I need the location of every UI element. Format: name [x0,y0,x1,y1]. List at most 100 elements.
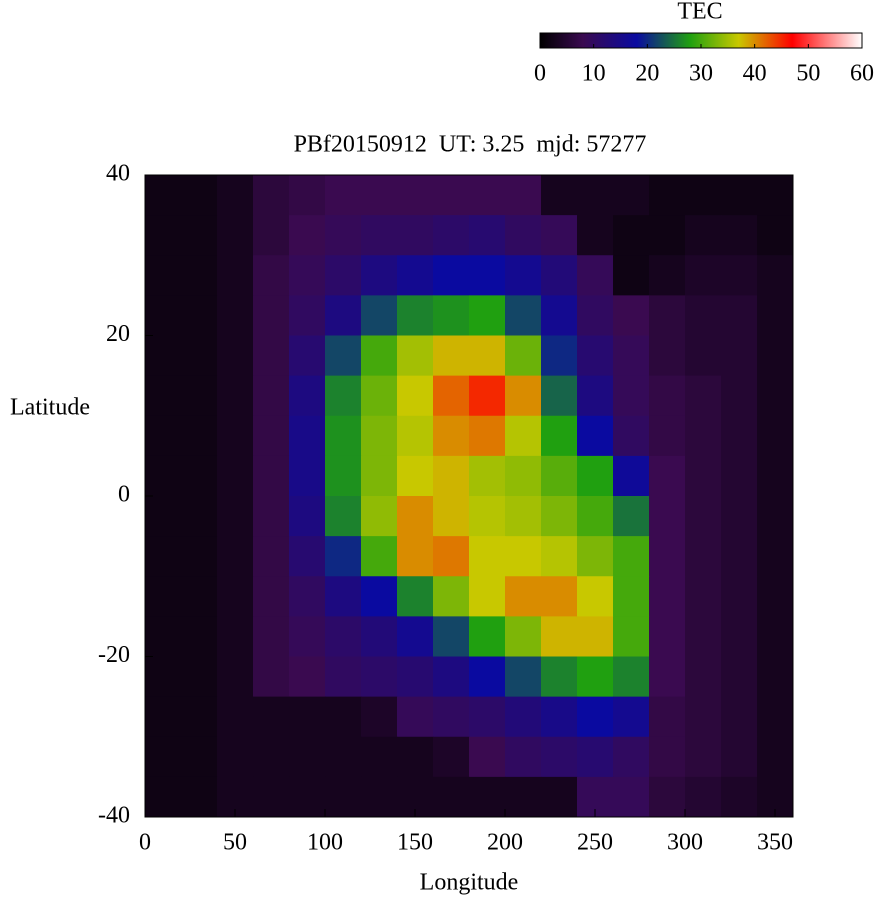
heat-cell [253,295,290,336]
heat-cell [613,696,650,738]
heat-cell [577,455,614,497]
heat-cell [613,415,650,457]
heat-cell [289,576,326,617]
x-tick-label: 200 [487,830,523,856]
heat-cell [505,255,542,296]
heat-cell [289,496,326,537]
heat-cell [505,616,542,657]
heat-cell [469,696,506,738]
heat-cell [361,656,398,698]
heat-cell [757,656,794,698]
heat-cell [145,335,182,377]
heat-cell [613,576,650,617]
heat-cell [577,736,614,778]
heat-cell [145,496,182,537]
heat-cell [253,736,290,778]
heat-cell [361,776,398,818]
colorbar-tick-label: 50 [796,61,820,87]
heat-cell [685,415,722,457]
heat-cell [217,415,254,457]
heat-cell [721,295,758,336]
heat-cell [721,576,758,617]
heat-cell [685,776,722,818]
heat-cell [145,736,182,778]
heat-cell [253,776,290,818]
heat-cell [181,375,218,417]
heat-cell [469,295,506,336]
heat-cell [469,455,506,497]
heat-cell [613,455,650,497]
x-tick-label: 300 [667,830,703,856]
heat-cell [505,536,542,577]
heat-cell [613,616,650,657]
heat-cell [217,215,254,256]
heat-cell [397,215,434,256]
heat-cell [757,215,794,256]
heat-cell [289,776,326,818]
heat-cell [685,496,722,537]
heat-cell [541,616,578,657]
heat-cell [325,175,362,216]
heat-cell [433,616,470,657]
heat-cell [469,736,506,778]
heat-cell [289,255,326,296]
heat-cell [649,295,686,336]
heat-cell [397,375,434,417]
heat-cell [217,736,254,778]
heat-cell [721,375,758,417]
heat-cell [757,375,794,417]
x-tick-label: 250 [577,830,613,856]
y-tick-label: 40 [106,161,130,187]
heat-cell [145,375,182,417]
heat-cell [721,656,758,698]
heat-cell [649,776,686,818]
heat-cell [649,335,686,377]
heat-cell [433,375,470,417]
heat-cell [361,616,398,657]
heat-cell [181,455,218,497]
heat-cell [541,215,578,256]
heat-cell [217,616,254,657]
heat-cell [217,175,254,216]
heat-cell [541,696,578,738]
heat-cell [433,696,470,738]
heat-cell [433,215,470,256]
heat-cell [433,175,470,216]
heat-cell [289,215,326,256]
heat-cell [505,656,542,698]
heat-cell [217,576,254,617]
heat-cell [613,776,650,818]
heat-cell [577,175,614,216]
heat-cell [361,536,398,577]
heat-cell [217,295,254,336]
heat-cell [721,175,758,216]
x-tick-label: 150 [397,830,433,856]
heat-cell [181,255,218,296]
heat-cell [145,536,182,577]
heat-cell [361,576,398,617]
heat-cell [289,656,326,698]
heat-cell [217,335,254,377]
heat-cell [541,776,578,818]
heat-cell [361,415,398,457]
heat-cell [505,215,542,256]
heat-cell [289,536,326,577]
heat-cell [721,776,758,818]
heat-cell [433,776,470,818]
heat-cell [253,616,290,657]
heat-cell [289,415,326,457]
heat-cell [505,295,542,336]
heat-cell [577,415,614,457]
heat-cell [469,496,506,537]
heat-cell [361,215,398,256]
heat-cell [289,616,326,657]
heat-cell [649,415,686,457]
heat-cell [433,255,470,296]
heat-cell [541,375,578,417]
heat-cell [757,335,794,377]
heat-cell [289,455,326,497]
heat-cell [757,415,794,457]
heat-cell [757,736,794,778]
heat-cell [181,776,218,818]
heat-cell [253,375,290,417]
